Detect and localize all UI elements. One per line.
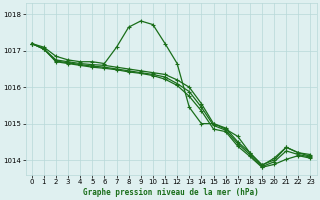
X-axis label: Graphe pression niveau de la mer (hPa): Graphe pression niveau de la mer (hPa) — [83, 188, 259, 197]
